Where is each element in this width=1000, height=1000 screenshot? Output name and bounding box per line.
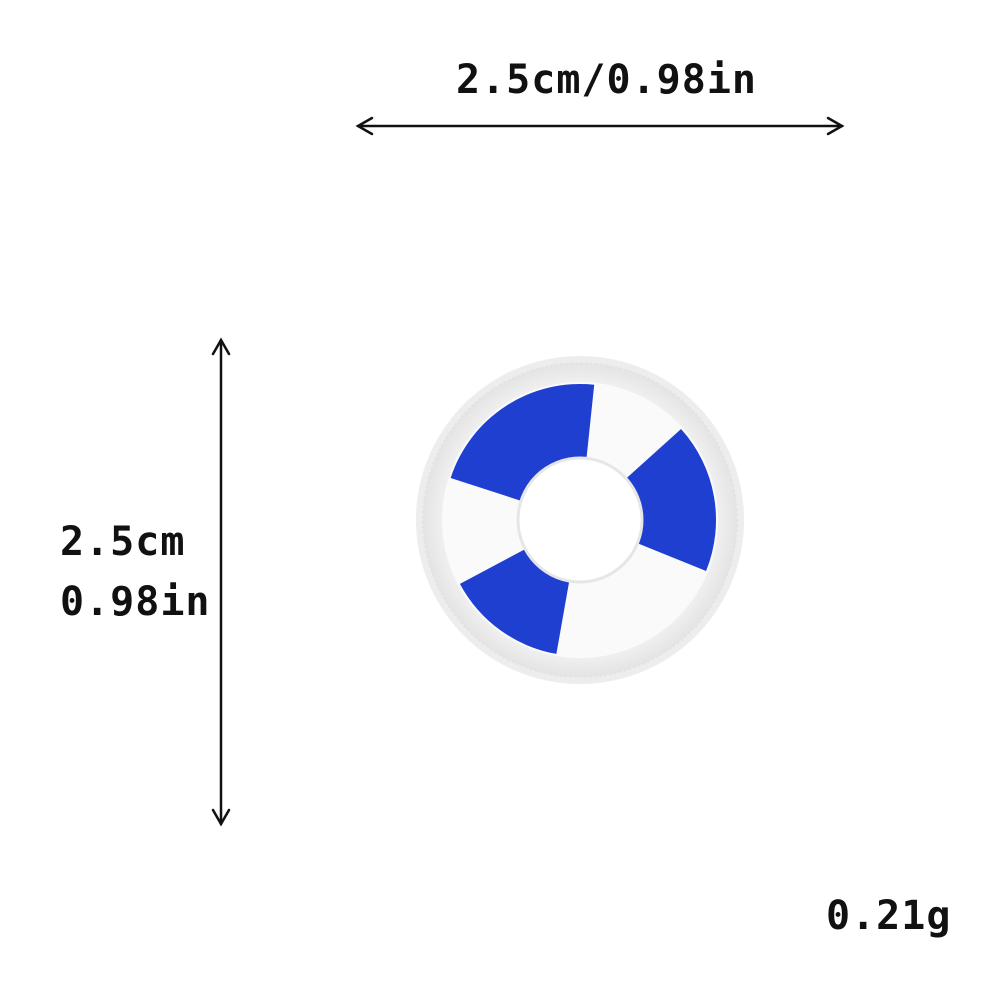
stripe-right bbox=[624, 428, 716, 571]
ring-hole bbox=[516, 456, 644, 584]
stripe-top-left bbox=[450, 384, 595, 502]
stripe-bottom-left bbox=[459, 548, 570, 654]
ring-stripes bbox=[450, 384, 716, 654]
lifebuoy-patch-icon bbox=[416, 356, 744, 684]
height-arrow-icon bbox=[211, 337, 231, 827]
height-dimension-label-cm: 2.5cm bbox=[60, 519, 186, 565]
width-arrow-icon bbox=[355, 116, 845, 136]
weight-label: 0.21g bbox=[826, 893, 952, 939]
height-dimension-label-in: 0.98in bbox=[60, 579, 211, 625]
width-dimension-label: 2.5cm/0.98in bbox=[456, 57, 757, 103]
